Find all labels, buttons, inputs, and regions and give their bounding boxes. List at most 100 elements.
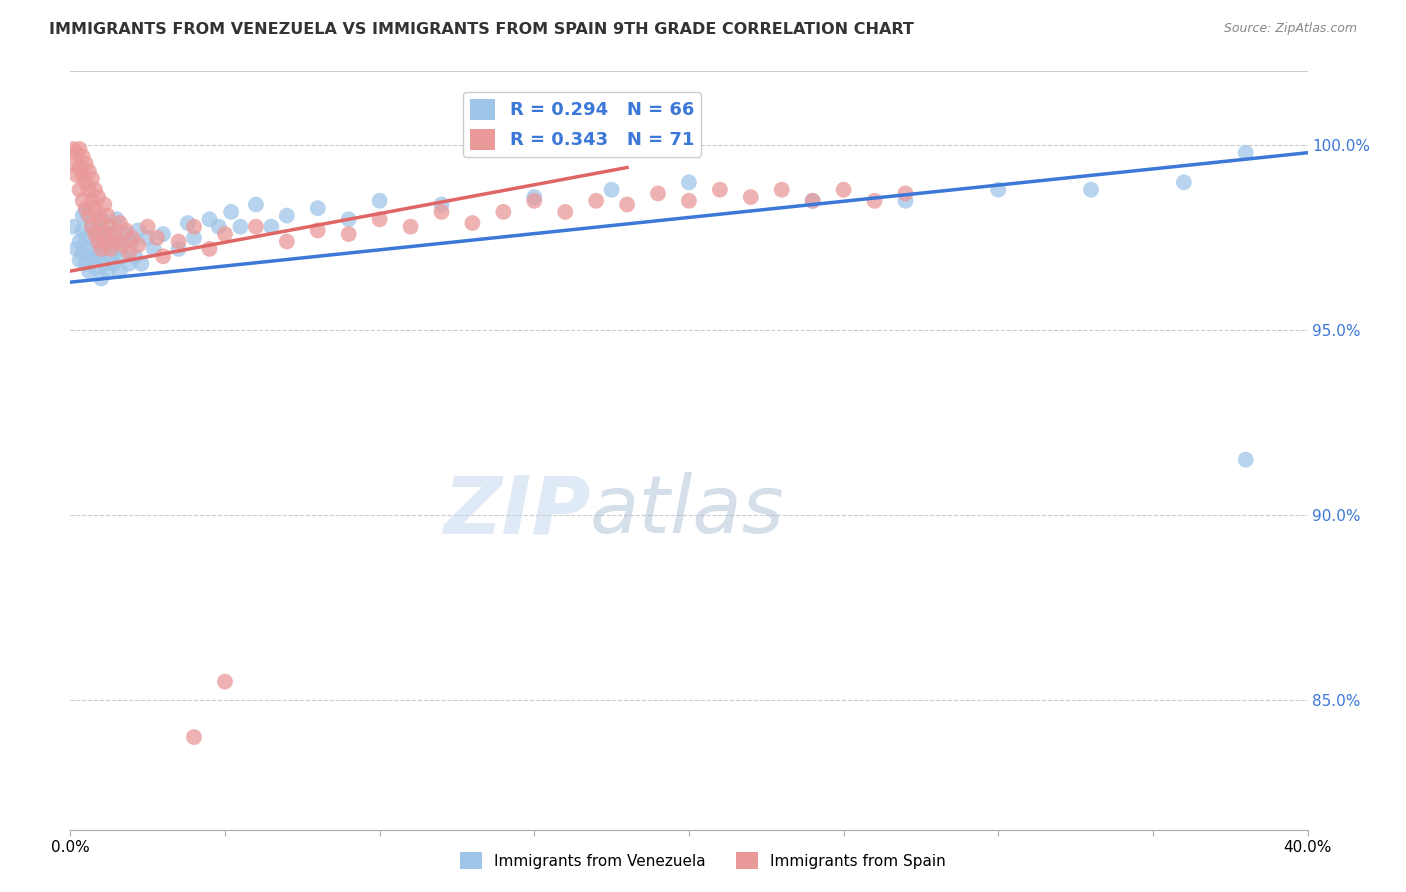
Point bbox=[709, 183, 731, 197]
Point bbox=[585, 194, 607, 208]
Point bbox=[399, 219, 422, 234]
Point bbox=[208, 219, 231, 234]
Point bbox=[337, 227, 360, 241]
Point bbox=[219, 205, 242, 219]
Point bbox=[863, 194, 886, 208]
Point bbox=[105, 235, 128, 249]
Point bbox=[90, 242, 112, 256]
Point bbox=[100, 242, 122, 256]
Point bbox=[111, 249, 134, 263]
Point bbox=[93, 197, 115, 211]
Point bbox=[77, 264, 100, 278]
Point bbox=[678, 175, 700, 189]
Point bbox=[87, 223, 110, 237]
Point bbox=[80, 171, 103, 186]
Point bbox=[80, 219, 103, 234]
Point bbox=[87, 190, 110, 204]
Point bbox=[72, 149, 94, 163]
Point bbox=[72, 209, 94, 223]
Point bbox=[245, 197, 267, 211]
Point bbox=[260, 219, 283, 234]
Point bbox=[84, 235, 107, 249]
Point bbox=[183, 219, 205, 234]
Point bbox=[146, 231, 169, 245]
Point bbox=[894, 194, 917, 208]
Point bbox=[554, 205, 576, 219]
Point bbox=[100, 249, 122, 263]
Point bbox=[75, 175, 97, 189]
Point bbox=[118, 257, 141, 271]
Point bbox=[214, 227, 236, 241]
Point bbox=[77, 242, 100, 256]
Point bbox=[87, 249, 110, 263]
Point bbox=[198, 212, 221, 227]
Point bbox=[96, 264, 118, 278]
Point bbox=[72, 245, 94, 260]
Point bbox=[115, 223, 138, 237]
Point bbox=[87, 235, 110, 249]
Point bbox=[80, 219, 103, 234]
Point bbox=[90, 216, 112, 230]
Point bbox=[75, 201, 97, 215]
Point bbox=[100, 227, 122, 241]
Point bbox=[152, 227, 174, 241]
Point bbox=[93, 227, 115, 241]
Point bbox=[84, 227, 107, 241]
Point bbox=[103, 257, 125, 271]
Point bbox=[1080, 183, 1102, 197]
Point bbox=[276, 235, 298, 249]
Point bbox=[198, 242, 221, 256]
Point bbox=[62, 157, 84, 171]
Point bbox=[801, 194, 824, 208]
Point bbox=[678, 194, 700, 208]
Point bbox=[90, 271, 112, 285]
Point bbox=[167, 242, 190, 256]
Point bbox=[72, 223, 94, 237]
Point bbox=[600, 183, 623, 197]
Point bbox=[430, 205, 453, 219]
Point bbox=[93, 231, 115, 245]
Legend: Immigrants from Venezuela, Immigrants from Spain: Immigrants from Venezuela, Immigrants fr… bbox=[454, 846, 952, 875]
Point bbox=[62, 219, 84, 234]
Point bbox=[276, 209, 298, 223]
Point bbox=[111, 238, 134, 252]
Point bbox=[96, 238, 118, 252]
Point bbox=[105, 235, 128, 249]
Point bbox=[103, 227, 125, 241]
Point bbox=[127, 223, 149, 237]
Text: atlas: atlas bbox=[591, 472, 785, 550]
Point bbox=[72, 194, 94, 208]
Point bbox=[75, 257, 97, 271]
Point bbox=[96, 235, 118, 249]
Point bbox=[90, 212, 112, 227]
Point bbox=[75, 157, 97, 171]
Point bbox=[69, 183, 91, 197]
Point bbox=[108, 216, 131, 230]
Point bbox=[214, 674, 236, 689]
Point bbox=[183, 231, 205, 245]
Point bbox=[1173, 175, 1195, 189]
Point bbox=[229, 219, 252, 234]
Point bbox=[75, 205, 97, 219]
Point bbox=[118, 245, 141, 260]
Point bbox=[90, 242, 112, 256]
Point bbox=[69, 235, 91, 249]
Point bbox=[100, 219, 122, 234]
Point bbox=[1234, 452, 1257, 467]
Point bbox=[80, 249, 103, 263]
Point bbox=[832, 183, 855, 197]
Point bbox=[136, 231, 159, 245]
Point bbox=[461, 216, 484, 230]
Point bbox=[65, 145, 87, 160]
Point bbox=[492, 205, 515, 219]
Point bbox=[93, 257, 115, 271]
Point bbox=[523, 194, 546, 208]
Point bbox=[65, 168, 87, 182]
Text: Source: ZipAtlas.com: Source: ZipAtlas.com bbox=[1223, 22, 1357, 36]
Point bbox=[152, 249, 174, 263]
Point bbox=[75, 231, 97, 245]
Point bbox=[307, 223, 329, 237]
Point bbox=[740, 190, 762, 204]
Text: IMMIGRANTS FROM VENEZUELA VS IMMIGRANTS FROM SPAIN 9TH GRADE CORRELATION CHART: IMMIGRANTS FROM VENEZUELA VS IMMIGRANTS … bbox=[49, 22, 914, 37]
Point bbox=[127, 238, 149, 252]
